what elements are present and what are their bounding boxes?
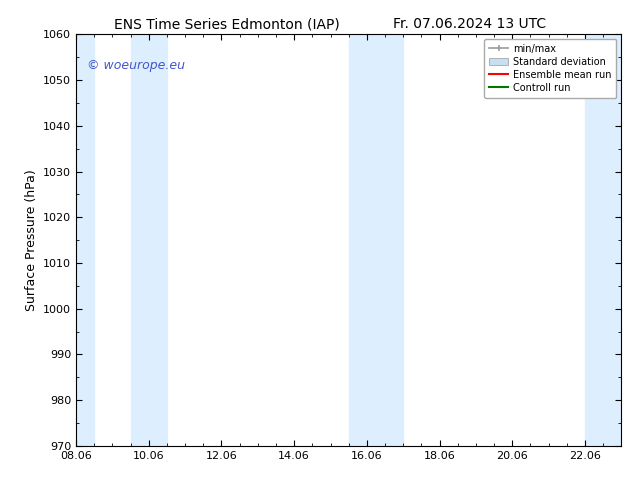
Bar xyxy=(585,34,621,446)
Legend: min/max, Standard deviation, Ensemble mean run, Controll run: min/max, Standard deviation, Ensemble me… xyxy=(484,39,616,98)
Bar xyxy=(76,34,94,446)
Bar xyxy=(349,34,403,446)
Bar xyxy=(131,34,167,446)
Text: ENS Time Series Edmonton (IAP): ENS Time Series Edmonton (IAP) xyxy=(114,17,340,31)
Text: © woeurope.eu: © woeurope.eu xyxy=(87,59,185,72)
Y-axis label: Surface Pressure (hPa): Surface Pressure (hPa) xyxy=(25,169,37,311)
Text: Fr. 07.06.2024 13 UTC: Fr. 07.06.2024 13 UTC xyxy=(393,17,547,31)
